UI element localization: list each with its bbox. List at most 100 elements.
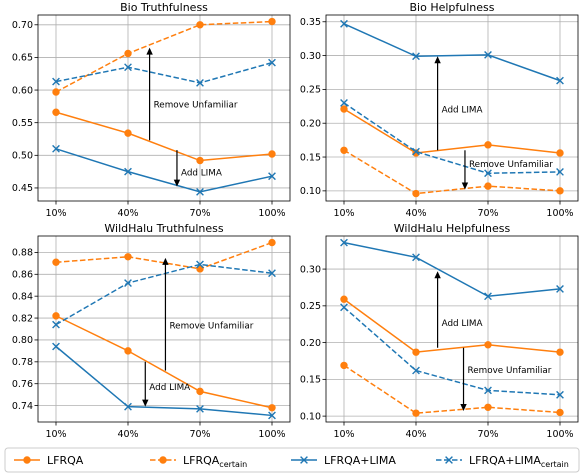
data-point	[484, 182, 492, 190]
data-point	[484, 341, 492, 349]
data-point	[484, 51, 492, 59]
series-lfrqa	[340, 295, 564, 356]
x-tick-label: 40%	[117, 429, 138, 440]
data-point	[556, 285, 564, 293]
y-tick-label: 0.45	[12, 183, 33, 194]
y-tick-label: 0.25	[300, 85, 321, 96]
subplot-2: Bio Helpfulness 10% 40% 70% 100% 0.10 0.15 0.20…	[300, 1, 579, 219]
x-tick-label: 10%	[45, 429, 66, 440]
data-point	[484, 386, 492, 395]
legend-label: LFRQA+LIMA	[324, 454, 396, 467]
y-tick-label: 0.84	[12, 291, 33, 302]
series-lfrqa-certain	[340, 361, 564, 417]
series-line	[343, 23, 561, 82]
data-point	[484, 169, 492, 178]
legend-entry: LFRQA	[14, 454, 84, 467]
data-point	[124, 402, 132, 411]
y-tick-label: 0.50	[12, 151, 33, 162]
data-point	[484, 292, 492, 301]
x-tick-label: 10%	[45, 208, 66, 219]
data-point	[340, 105, 348, 113]
series-lfrqa-lima	[340, 238, 564, 301]
x-tick-label: 40%	[117, 208, 138, 219]
x-tick-label: 70%	[477, 208, 498, 219]
x-tick-label: 10%	[333, 208, 354, 219]
data-point	[124, 63, 132, 72]
series-line	[343, 364, 561, 414]
data-point	[196, 265, 204, 273]
y-tick-label: 0.65	[12, 53, 33, 64]
plot-frame	[325, 14, 579, 202]
x-tick-label: 40%	[405, 208, 426, 219]
data-point	[556, 408, 564, 417]
series-line	[343, 102, 561, 175]
series-line	[343, 241, 561, 298]
legend-marker	[300, 456, 308, 464]
subplot-title: Bio Truthfulness	[120, 1, 208, 14]
annotation-label: Add LIMA	[181, 168, 222, 178]
y-tick-label: 0.86	[12, 270, 33, 281]
y-tick-label: 0.15	[300, 375, 321, 386]
data-point	[268, 17, 276, 26]
data-point	[52, 108, 60, 116]
data-point	[340, 295, 348, 303]
x-tick-label: 10%	[333, 429, 354, 440]
y-tick-label: 0.15	[300, 152, 321, 163]
annotation-label: Add LIMA	[149, 383, 190, 393]
series-line	[55, 61, 273, 84]
y-tick-label: 0.10	[300, 186, 321, 197]
data-point	[196, 156, 204, 165]
subplot-title: WildHalu Truthfulness	[104, 222, 224, 235]
x-tick-label: 70%	[477, 429, 498, 440]
legend: LFRQA LFRQAcertain LFRQA+LIMA LFRQA+LIMAcer…	[4, 447, 580, 473]
series-lfrqa-lima	[52, 342, 276, 420]
series-line	[55, 20, 273, 93]
y-tick-label: 0.74	[12, 401, 33, 412]
legend-marker	[159, 456, 167, 464]
annotation-arrow: Remove Unfamiliar	[162, 257, 254, 371]
annotation-arrow: Add LIMA	[434, 56, 483, 151]
annotation-label: Add LIMA	[442, 106, 483, 116]
annotation-arrow: Add LIMA	[434, 271, 483, 348]
data-point	[268, 58, 276, 67]
legend-label: LFRQA	[47, 454, 84, 467]
y-tick-label: 0.78	[12, 357, 33, 368]
series-lfrqa-lima-certain	[340, 303, 564, 399]
data-point	[412, 409, 420, 417]
y-tick-label: 0.30	[300, 51, 321, 62]
series-line	[343, 149, 561, 195]
annotation-arrow: Add LIMA	[142, 361, 190, 407]
data-point	[124, 347, 132, 355]
annotation-label: Add LIMA	[442, 319, 483, 329]
series-line	[343, 306, 561, 396]
series-line	[55, 111, 273, 162]
x-tick-label: 100%	[546, 208, 573, 219]
series-line	[343, 298, 561, 353]
data-point	[268, 150, 276, 158]
data-point	[340, 99, 348, 107]
y-tick-label: 0.30	[300, 264, 321, 275]
legend-marker	[445, 456, 453, 464]
series-lfrqa-certain	[340, 146, 564, 198]
data-point	[556, 187, 564, 195]
data-point	[340, 303, 348, 312]
series-lfrqa-lima-certain	[340, 99, 564, 178]
legend-entry: LFRQA+LIMAcertain	[436, 454, 569, 469]
data-point	[556, 149, 564, 157]
data-point	[52, 77, 60, 86]
data-point	[124, 129, 132, 137]
series-lfrqa-certain	[52, 238, 276, 273]
data-point	[196, 404, 204, 413]
data-point	[52, 342, 60, 351]
annotation-arrow: Remove Unfamiliar	[461, 150, 553, 190]
y-tick-label: 0.82	[12, 313, 33, 324]
subplot-4: WildHalu Helpfulness 10% 40% 70% 100% 0.10 0.1…	[300, 222, 579, 440]
data-point	[196, 187, 204, 196]
annotation-label: Remove Unfamiliar	[169, 322, 253, 332]
legend-label: LFRQA+LIMAcertain	[469, 454, 569, 469]
y-tick-label: 0.20	[300, 119, 321, 130]
annotation-label: Remove Unfamiliar	[468, 366, 552, 376]
subplot-title: WildHalu Helpfulness	[394, 222, 511, 235]
y-tick-label: 0.60	[12, 85, 33, 96]
data-point	[196, 78, 204, 87]
